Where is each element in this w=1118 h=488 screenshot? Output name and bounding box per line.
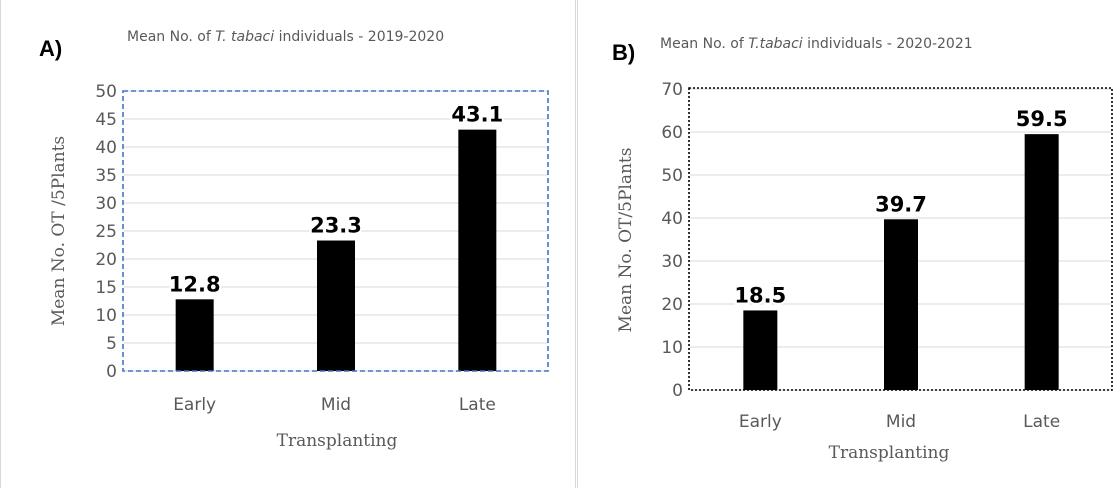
y-tick-label: 0 — [106, 362, 117, 382]
y-tick-label: 50 — [95, 82, 117, 102]
bar-early — [743, 310, 778, 390]
data-label: 43.1 — [451, 103, 503, 127]
data-label: 18.5 — [734, 283, 786, 307]
y-tick-label: 35 — [95, 166, 117, 186]
bar-chart-b: 0 10 20 30 40 50 60 70 18.5 Early 39.7 Mid 59.5 Late T… — [616, 80, 1113, 463]
chart-panel-a: A) Mean No. of T. tabaci individuals - 2… — [0, 0, 576, 488]
bar-late — [1024, 134, 1059, 390]
y-tick-label: 5 — [106, 334, 117, 354]
x-tick-label: Early — [173, 395, 216, 415]
bar-mid — [317, 240, 355, 371]
bar-late — [458, 129, 497, 371]
y-tick-label: 10 — [95, 306, 117, 326]
chart-title-a: Mean No. of T. tabaci individuals - 2019… — [127, 29, 445, 45]
data-label: 39.7 — [875, 192, 927, 216]
bar-chart-a: 0 5 10 15 20 25 30 35 40 45 50 12.8 Early 23.3 Mid 43.1… — [49, 82, 549, 451]
panel-label-a: A) — [39, 36, 63, 61]
chart-panel-b: B) Mean No. of T.tabaci individuals - 20… — [577, 0, 1118, 488]
y-tick-label: 10 — [661, 338, 683, 358]
x-axis-title: Transplanting — [829, 443, 950, 463]
y-tick-label: 70 — [661, 80, 683, 100]
y-axis-title: Mean No. OT/5Plants — [616, 148, 636, 333]
x-tick-label: Early — [739, 412, 782, 432]
y-tick-label: 25 — [95, 222, 117, 242]
x-tick-label: Mid — [886, 412, 916, 432]
y-tick-label: 60 — [661, 123, 683, 143]
plot-area-frame — [122, 90, 549, 372]
x-axis-title: Transplanting — [277, 431, 398, 451]
panel-label-b: B) — [612, 40, 636, 65]
data-label: 59.5 — [1016, 107, 1068, 131]
x-tick-label: Mid — [321, 395, 351, 415]
bar-mid — [884, 219, 918, 390]
data-label: 12.8 — [169, 272, 221, 296]
y-tick-label: 20 — [661, 295, 683, 315]
x-tick-label: Late — [459, 395, 496, 415]
data-label: 23.3 — [310, 214, 362, 238]
y-axis-title: Mean No. OT /5Plants — [49, 136, 69, 326]
y-tick-label: 30 — [95, 194, 117, 214]
y-tick-label: 45 — [95, 110, 117, 130]
y-tick-label: 40 — [95, 138, 117, 158]
chart-title-b: Mean No. of T.tabaci individuals - 2020-… — [660, 36, 973, 52]
y-tick-label: 50 — [661, 166, 683, 186]
y-tick-label: 15 — [95, 278, 117, 298]
plot-area-frame — [688, 87, 1113, 391]
bar-early — [175, 299, 214, 371]
y-tick-label: 30 — [661, 252, 683, 272]
y-tick-label: 40 — [661, 209, 683, 229]
x-tick-label: Late — [1023, 412, 1060, 432]
y-tick-label: 0 — [672, 381, 683, 401]
y-tick-label: 20 — [95, 250, 117, 270]
